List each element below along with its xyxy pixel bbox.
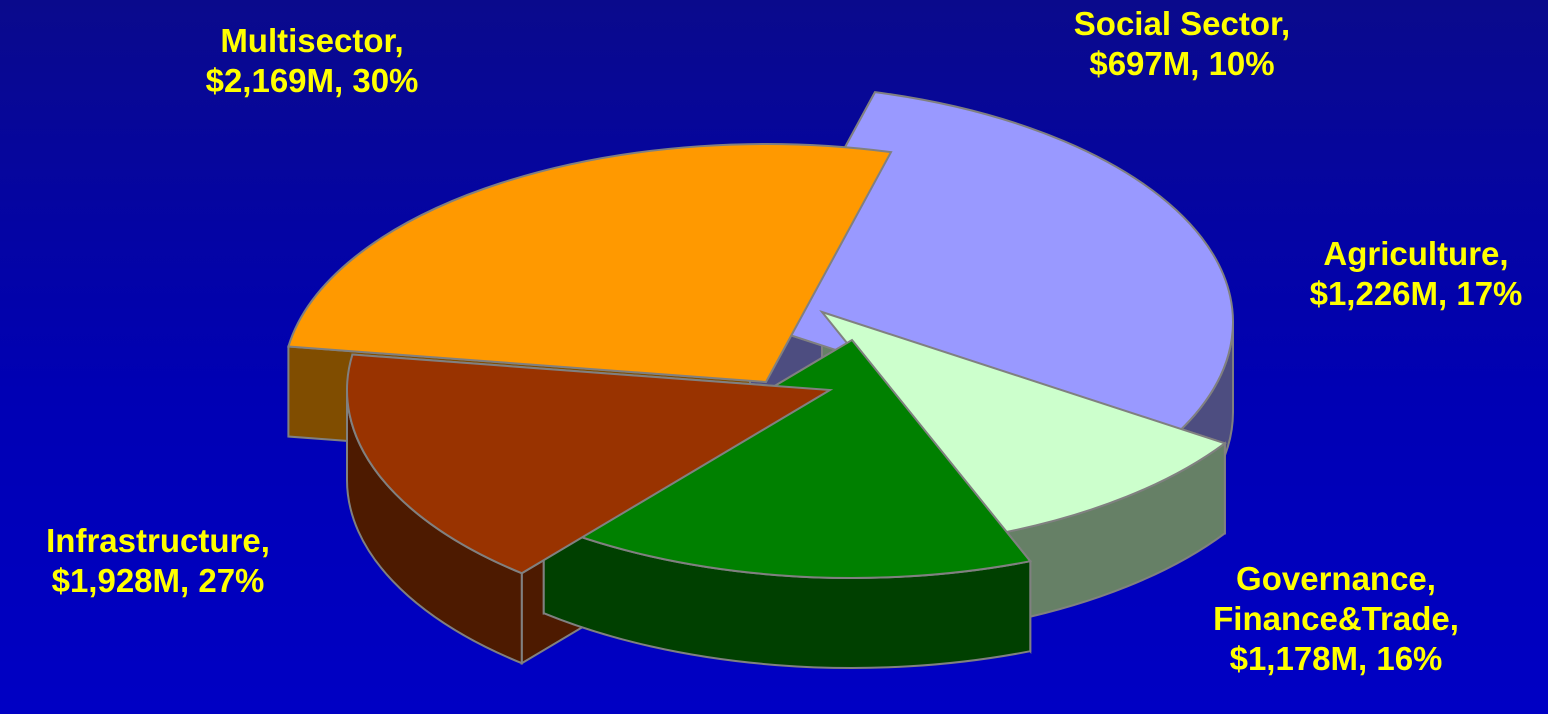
data-label-social-sector: Social Sector, $697M, 10% bbox=[1074, 5, 1290, 82]
data-label-line: Agriculture, bbox=[1323, 235, 1508, 272]
pie-tops bbox=[287, 91, 1234, 579]
data-label-line: $2,169M, 30% bbox=[206, 62, 419, 99]
data-label-line: $697M, 10% bbox=[1089, 45, 1274, 82]
slice-top-social-sector bbox=[819, 310, 1228, 535]
slice-top-agriculture bbox=[541, 338, 1033, 579]
data-label-agriculture: Agriculture, $1,226M, 17% bbox=[1310, 235, 1523, 312]
pie-labels: Multisector, $2,169M, 30% Social Sector, $6… bbox=[46, 5, 1522, 677]
data-label-line: Infrastructure, bbox=[46, 522, 270, 559]
slice-top-infrastructure bbox=[287, 143, 893, 384]
data-label-line: $1,178M, 16% bbox=[1230, 640, 1443, 677]
data-label-infrastructure: Infrastructure, $1,928M, 27% bbox=[46, 522, 270, 599]
data-label-line: $1,928M, 27% bbox=[52, 562, 265, 599]
data-label-line: Governance, bbox=[1236, 560, 1436, 597]
slice-top-governance-finance-trade bbox=[346, 353, 834, 575]
data-label-line: $1,226M, 17% bbox=[1310, 275, 1523, 312]
data-label-line: Finance&Trade, bbox=[1213, 600, 1459, 637]
data-label-multisector: Multisector, $2,169M, 30% bbox=[206, 22, 419, 99]
data-label-line: Multisector, bbox=[220, 22, 403, 59]
data-label-line: Social Sector, bbox=[1074, 5, 1290, 42]
data-label-governance-finance-trade: Governance, Finance&Trade, $1,178M, 16% bbox=[1213, 560, 1459, 677]
